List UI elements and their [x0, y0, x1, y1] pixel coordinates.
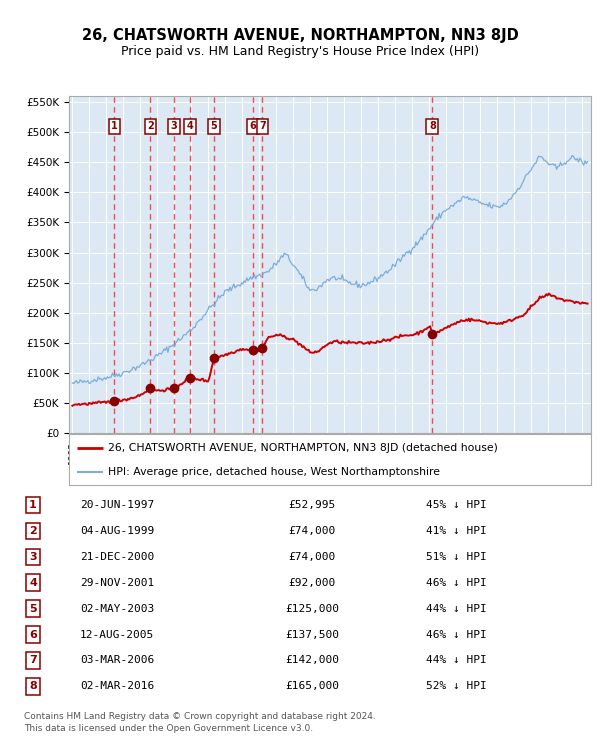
Text: 1: 1: [29, 500, 37, 510]
Text: £74,000: £74,000: [289, 552, 335, 562]
Text: 26, CHATSWORTH AVENUE, NORTHAMPTON, NN3 8JD (detached house): 26, CHATSWORTH AVENUE, NORTHAMPTON, NN3 …: [108, 443, 498, 453]
Text: 03-MAR-2006: 03-MAR-2006: [80, 656, 154, 665]
Text: 02-MAY-2003: 02-MAY-2003: [80, 604, 154, 613]
Text: 46% ↓ HPI: 46% ↓ HPI: [425, 578, 487, 588]
Text: 29-NOV-2001: 29-NOV-2001: [80, 578, 154, 588]
Text: 4: 4: [29, 578, 37, 588]
Text: 7: 7: [29, 656, 37, 665]
Text: 46% ↓ HPI: 46% ↓ HPI: [425, 630, 487, 639]
Text: 5: 5: [211, 121, 217, 131]
Text: 7: 7: [259, 121, 266, 131]
Text: 12-AUG-2005: 12-AUG-2005: [80, 630, 154, 639]
Text: 1: 1: [111, 121, 118, 131]
Text: £125,000: £125,000: [285, 604, 339, 613]
Text: £142,000: £142,000: [285, 656, 339, 665]
Text: 44% ↓ HPI: 44% ↓ HPI: [425, 604, 487, 613]
Text: 04-AUG-1999: 04-AUG-1999: [80, 526, 154, 536]
Text: 21-DEC-2000: 21-DEC-2000: [80, 552, 154, 562]
Text: 8: 8: [29, 682, 37, 691]
Text: 02-MAR-2016: 02-MAR-2016: [80, 682, 154, 691]
Text: Contains HM Land Registry data © Crown copyright and database right 2024.
This d: Contains HM Land Registry data © Crown c…: [24, 712, 376, 733]
Text: £137,500: £137,500: [285, 630, 339, 639]
Text: £74,000: £74,000: [289, 526, 335, 536]
Text: 6: 6: [29, 630, 37, 639]
Text: 20-JUN-1997: 20-JUN-1997: [80, 500, 154, 510]
Text: 45% ↓ HPI: 45% ↓ HPI: [425, 500, 487, 510]
Text: 5: 5: [29, 604, 37, 613]
Text: 4: 4: [187, 121, 193, 131]
Text: 6: 6: [250, 121, 256, 131]
Text: 3: 3: [29, 552, 37, 562]
Text: 51% ↓ HPI: 51% ↓ HPI: [425, 552, 487, 562]
Text: HPI: Average price, detached house, West Northamptonshire: HPI: Average price, detached house, West…: [108, 467, 440, 477]
Text: £92,000: £92,000: [289, 578, 335, 588]
Text: 3: 3: [170, 121, 177, 131]
Text: 44% ↓ HPI: 44% ↓ HPI: [425, 656, 487, 665]
Text: 8: 8: [429, 121, 436, 131]
Text: 41% ↓ HPI: 41% ↓ HPI: [425, 526, 487, 536]
Text: 2: 2: [29, 526, 37, 536]
Text: 2: 2: [147, 121, 154, 131]
Text: 52% ↓ HPI: 52% ↓ HPI: [425, 682, 487, 691]
Text: Price paid vs. HM Land Registry's House Price Index (HPI): Price paid vs. HM Land Registry's House …: [121, 45, 479, 58]
Text: 26, CHATSWORTH AVENUE, NORTHAMPTON, NN3 8JD: 26, CHATSWORTH AVENUE, NORTHAMPTON, NN3 …: [82, 28, 518, 43]
Text: £165,000: £165,000: [285, 682, 339, 691]
Text: £52,995: £52,995: [289, 500, 335, 510]
